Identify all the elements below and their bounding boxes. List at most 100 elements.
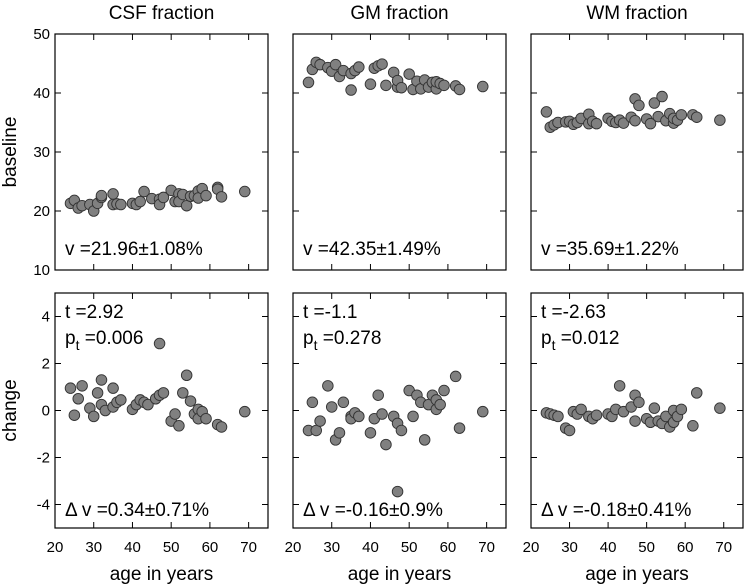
data-point bbox=[590, 117, 603, 130]
data-point bbox=[157, 191, 170, 204]
stat-t-r2c1: t =2.92 bbox=[65, 302, 124, 323]
data-point bbox=[449, 370, 462, 383]
data-point bbox=[675, 403, 688, 416]
data-point bbox=[675, 109, 688, 121]
x-tick-label: 70 bbox=[478, 539, 495, 556]
data-point bbox=[333, 427, 346, 439]
data-point bbox=[353, 61, 365, 73]
data-point bbox=[563, 424, 576, 437]
stat-dv-r2c3: Δ v =-0.18±0.41% bbox=[541, 500, 692, 521]
data-point bbox=[453, 422, 466, 434]
stat-t-r2c3: t =-2.63 bbox=[541, 302, 606, 323]
y-tick-label: 40 bbox=[33, 85, 50, 102]
data-point bbox=[138, 185, 150, 198]
y-tick-label: -2 bbox=[37, 450, 50, 467]
y-tick-label: 10 bbox=[33, 262, 50, 279]
panel-title-2: GM fraction bbox=[350, 3, 448, 24]
stat-p-r2c1: pt =0.006 bbox=[65, 328, 143, 353]
data-point bbox=[76, 380, 88, 392]
y-tick-label: -4 bbox=[37, 497, 50, 514]
x-tick-label: 70 bbox=[240, 539, 257, 556]
data-point bbox=[239, 185, 251, 198]
data-point bbox=[477, 80, 489, 93]
data-point bbox=[540, 106, 553, 118]
data-point bbox=[157, 387, 170, 399]
data-point bbox=[690, 387, 703, 399]
data-point bbox=[629, 114, 641, 127]
data-point bbox=[395, 424, 408, 437]
data-point bbox=[200, 412, 212, 425]
y-tick-label: 50 bbox=[33, 26, 50, 43]
data-point bbox=[239, 405, 251, 418]
data-point bbox=[633, 99, 645, 112]
x-axis-label-1: age in years bbox=[110, 564, 214, 585]
stat-dv-r2c1: Δ v =0.34±0.71% bbox=[65, 500, 209, 521]
data-point bbox=[177, 387, 189, 399]
data-point bbox=[173, 420, 185, 432]
x-tick-label: 40 bbox=[600, 539, 617, 556]
data-point bbox=[153, 337, 166, 350]
x-tick-label: 30 bbox=[85, 539, 102, 556]
data-point bbox=[115, 198, 127, 211]
data-point bbox=[376, 408, 388, 420]
x-tick-label: 30 bbox=[561, 539, 578, 556]
data-point bbox=[648, 402, 661, 414]
data-point bbox=[329, 58, 342, 71]
data-point bbox=[380, 438, 392, 451]
data-point bbox=[215, 421, 228, 433]
data-point bbox=[477, 405, 489, 418]
data-point bbox=[648, 97, 661, 109]
data-point bbox=[656, 90, 668, 103]
stat-v-r1c3: v =35.69±1.22% bbox=[541, 239, 679, 260]
data-point bbox=[325, 401, 338, 413]
x-tick-label: 60 bbox=[677, 539, 694, 556]
data-point bbox=[345, 84, 357, 96]
data-point bbox=[184, 395, 197, 407]
data-point bbox=[407, 410, 419, 423]
y-tick-label: 4 bbox=[42, 309, 50, 326]
x-tick-label: 50 bbox=[638, 539, 655, 556]
panel-title-1: CSF fraction bbox=[109, 3, 215, 24]
data-point bbox=[714, 114, 726, 126]
x-tick-label: 40 bbox=[362, 539, 379, 556]
stat-dv-r2c2: Δ v =-0.16±0.9% bbox=[303, 500, 443, 521]
data-point bbox=[95, 374, 108, 386]
data-point bbox=[142, 398, 154, 411]
x-tick-label: 50 bbox=[401, 539, 418, 556]
data-point bbox=[453, 83, 466, 96]
x-tick-label: 20 bbox=[285, 539, 302, 556]
stat-p-r2c2: pt =0.278 bbox=[303, 328, 381, 353]
data-point bbox=[687, 420, 699, 432]
data-point bbox=[169, 408, 181, 420]
data-point bbox=[575, 403, 587, 416]
x-axis-label-2: age in years bbox=[348, 564, 452, 585]
data-point bbox=[629, 415, 641, 427]
data-point bbox=[418, 434, 431, 446]
data-point bbox=[314, 415, 326, 427]
data-point bbox=[438, 79, 450, 92]
data-point bbox=[660, 410, 672, 423]
y-tick-label: 2 bbox=[42, 356, 50, 373]
y-axis-label-change: change bbox=[0, 379, 21, 441]
data-point bbox=[364, 78, 377, 90]
data-point bbox=[617, 117, 630, 129]
panel-frame-r1c3 bbox=[530, 33, 744, 271]
data-point bbox=[302, 76, 315, 89]
x-tick-label: 20 bbox=[47, 539, 64, 556]
data-point bbox=[364, 427, 377, 439]
data-point bbox=[633, 396, 645, 409]
data-point bbox=[215, 191, 228, 203]
data-point bbox=[714, 402, 726, 414]
data-point bbox=[613, 380, 626, 392]
data-point bbox=[391, 485, 404, 498]
x-tick-label: 70 bbox=[715, 539, 732, 556]
data-point bbox=[438, 384, 450, 397]
data-point bbox=[376, 58, 388, 70]
x-axis-label-3: age in years bbox=[585, 564, 689, 585]
data-point bbox=[372, 389, 384, 401]
data-point bbox=[395, 81, 408, 94]
stat-v-r1c1: v =21.96±1.08% bbox=[65, 239, 203, 260]
data-point bbox=[180, 369, 193, 382]
y-tick-label: 0 bbox=[42, 403, 50, 420]
